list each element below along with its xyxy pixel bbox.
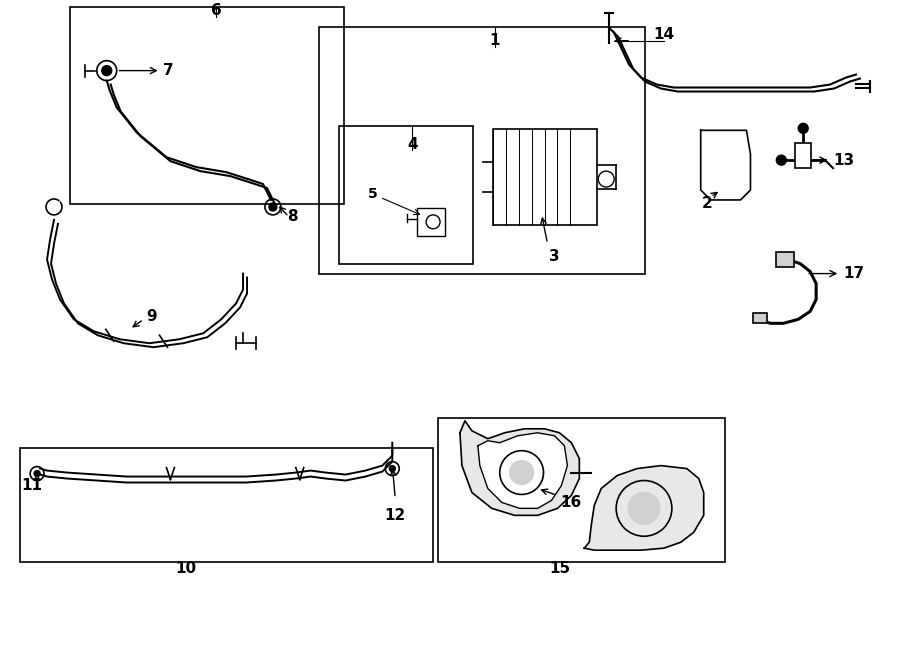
Bar bbox=[319, 27, 645, 274]
Text: 17: 17 bbox=[809, 266, 864, 281]
Text: 8: 8 bbox=[287, 210, 298, 224]
Circle shape bbox=[102, 65, 112, 75]
Bar bbox=[70, 7, 344, 204]
Bar bbox=[438, 418, 724, 562]
Text: 16: 16 bbox=[561, 495, 582, 510]
Polygon shape bbox=[701, 130, 751, 200]
Circle shape bbox=[34, 471, 40, 477]
Bar bbox=[493, 130, 598, 225]
Polygon shape bbox=[584, 465, 704, 550]
Circle shape bbox=[269, 203, 277, 211]
Text: 2: 2 bbox=[701, 196, 712, 212]
Text: 11: 11 bbox=[22, 478, 42, 493]
Circle shape bbox=[628, 492, 660, 524]
Circle shape bbox=[390, 465, 395, 471]
Text: 15: 15 bbox=[549, 561, 570, 576]
Bar bbox=[796, 143, 811, 168]
Bar bbox=[338, 126, 472, 264]
Circle shape bbox=[777, 155, 787, 165]
Bar bbox=[418, 208, 445, 236]
Bar bbox=[753, 313, 768, 323]
Text: 3: 3 bbox=[549, 249, 560, 264]
Text: 14: 14 bbox=[653, 27, 674, 42]
Text: 5: 5 bbox=[367, 187, 419, 215]
Text: 4: 4 bbox=[407, 137, 418, 152]
Bar bbox=[20, 447, 433, 562]
Circle shape bbox=[509, 461, 534, 485]
Polygon shape bbox=[460, 421, 580, 516]
Text: 1: 1 bbox=[490, 33, 500, 48]
Bar bbox=[777, 252, 794, 266]
Text: 13: 13 bbox=[806, 153, 854, 168]
Text: 6: 6 bbox=[211, 3, 221, 19]
Text: 7: 7 bbox=[120, 63, 174, 78]
Text: 12: 12 bbox=[384, 508, 406, 523]
Text: 9: 9 bbox=[146, 309, 157, 324]
Text: 10: 10 bbox=[176, 561, 197, 576]
Polygon shape bbox=[478, 433, 567, 508]
Circle shape bbox=[798, 124, 808, 134]
